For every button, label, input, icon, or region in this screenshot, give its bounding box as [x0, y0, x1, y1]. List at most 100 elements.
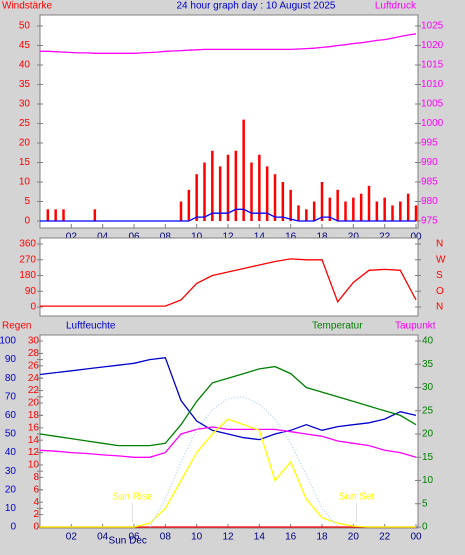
plot-area [39, 237, 419, 317]
series-line [40, 418, 416, 528]
y2-tick-label: O [436, 286, 444, 297]
y3-tick-label: 30 [28, 336, 40, 347]
y2-tick-label: 5 [422, 498, 428, 509]
y3-tick-label: 6 [33, 484, 39, 495]
y2-tick-label: 1000 [421, 118, 444, 129]
y2-tick-label: 30 [422, 382, 434, 393]
y-tick-label: 360 [19, 239, 36, 250]
y3-tick-label: 20 [28, 398, 40, 409]
y-tick-label: 30 [19, 99, 31, 110]
x-tick-label: 20 [348, 232, 360, 243]
y-tick-label: 40 [5, 447, 17, 458]
x-tick-label: 16 [285, 232, 297, 243]
y-tick-label: 30 [5, 466, 17, 477]
series-line [149, 396, 339, 528]
y-tick-label: 5 [24, 196, 30, 207]
x-tick-label: 18 [316, 232, 328, 243]
series-line [40, 208, 416, 222]
series-line [40, 258, 417, 307]
y-tick-label: 10 [5, 503, 17, 514]
y-tick-label: 90 [5, 354, 17, 365]
x-annotation: Sun Dec [109, 536, 147, 547]
x-tick-label: 12 [222, 232, 234, 243]
y-tick-label: 20 [19, 138, 31, 149]
x-tick-label: 02 [66, 232, 78, 243]
y3-tick-label: 14 [28, 435, 40, 446]
y2-tick-label: 985 [421, 177, 438, 188]
y2-tick-label: 1015 [421, 60, 444, 71]
y3-tick-label: 0 [33, 522, 39, 533]
series-line [39, 365, 417, 447]
series-line [39, 356, 417, 441]
y-tick-label: 270 [19, 254, 36, 265]
y-tick-label: 70 [5, 391, 17, 402]
x-tick-label: 02 [66, 532, 78, 543]
y2-tick-label: 40 [422, 336, 434, 347]
y2-tick-label: 15 [422, 452, 434, 463]
x-tick-label: 14 [254, 532, 266, 543]
y3-tick-label: 4 [33, 497, 39, 508]
y-tick-label: 180 [19, 270, 36, 281]
y2-tick-label: 990 [421, 157, 438, 168]
y-tick-label: 15 [19, 157, 31, 168]
x-tick-label: 00 [410, 532, 422, 543]
x-tick-label: 06 [128, 532, 140, 543]
y2-tick-label: 25 [422, 405, 434, 416]
y3-tick-label: 12 [28, 447, 40, 458]
y2-tick-label: 975 [421, 216, 438, 227]
x-tick-label: 06 [128, 232, 140, 243]
y3-tick-label: 22 [28, 385, 40, 396]
x-tick-label: 12 [222, 532, 234, 543]
y-tick-label: 80 [5, 373, 17, 384]
y3-tick-label: 28 [28, 348, 40, 359]
y-tick-label: 90 [25, 286, 37, 297]
legend-label: Regen [2, 321, 31, 332]
x-tick-label: 18 [316, 532, 328, 543]
y2-tick-label: N [436, 239, 443, 250]
y-tick-label: 40 [19, 60, 31, 71]
chart-title: 24 hour graph day : 10 August 2025 [176, 1, 335, 12]
y-tick-label: 20 [5, 484, 17, 495]
legend-label: Temperatur [312, 321, 363, 332]
y2-tick-label: 10 [422, 475, 434, 486]
y3-tick-label: 8 [33, 472, 39, 483]
y-axis-label: Windstärke [2, 1, 52, 12]
x-tick-label: 16 [285, 532, 297, 543]
y3-tick-label: 26 [28, 360, 40, 371]
x-tick-label: 08 [160, 232, 172, 243]
x-tick-label: 10 [191, 232, 203, 243]
y2-axis-label: Luftdruck [375, 1, 417, 12]
y-tick-label: 0 [10, 522, 16, 533]
annotation: Sun Rise [112, 492, 153, 503]
y2-tick-label: W [436, 254, 446, 265]
y2-tick-label: 0 [422, 522, 428, 533]
y2-tick-label: 20 [422, 429, 434, 440]
y-tick-label: 0 [24, 216, 30, 227]
y-tick-label: 50 [5, 429, 17, 440]
y-tick-label: 50 [19, 21, 31, 32]
x-tick-label: 22 [379, 232, 391, 243]
y2-tick-label: 1025 [421, 21, 444, 32]
y-tick-label: 35 [19, 79, 31, 90]
y2-tick-label: 1005 [421, 99, 444, 110]
annotation: Sun Set [339, 492, 375, 503]
y2-tick-label: 995 [421, 138, 438, 149]
y-tick-label: 45 [19, 40, 31, 51]
x-tick-label: 04 [97, 532, 109, 543]
y-tick-label: 60 [5, 410, 17, 421]
y2-tick-label: S [436, 270, 443, 281]
legend-label: Taupunkt [395, 321, 436, 332]
y2-tick-label: 35 [422, 359, 434, 370]
y-tick-label: 100 [0, 336, 16, 347]
x-tick-label: 10 [191, 532, 203, 543]
y2-tick-label: 1010 [421, 79, 444, 90]
x-tick-label: 08 [160, 532, 172, 543]
y2-tick-label: 1020 [421, 40, 444, 51]
x-tick-label: 04 [97, 232, 109, 243]
y-tick-label: 25 [19, 118, 31, 129]
y3-tick-label: 2 [33, 509, 39, 520]
y3-tick-label: 18 [28, 410, 40, 421]
y2-tick-label: N [436, 302, 443, 313]
y2-tick-label: 980 [421, 196, 438, 207]
